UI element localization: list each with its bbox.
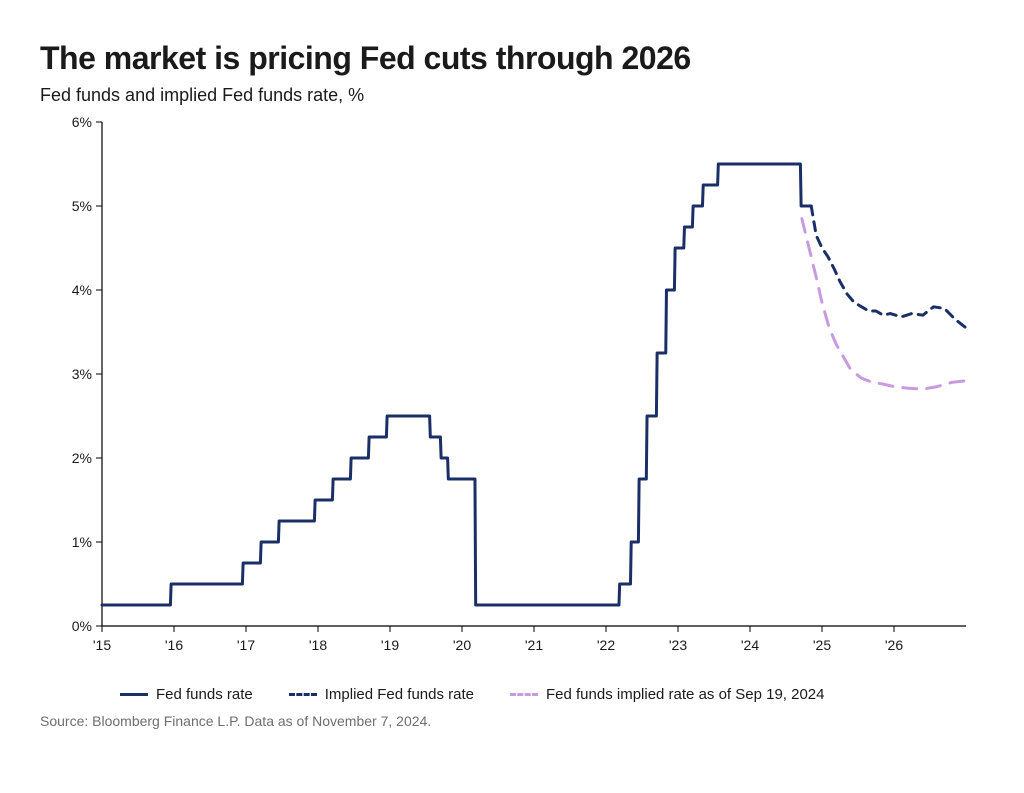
x-tick-label: '16 (165, 637, 183, 653)
source-caption: Source: Bloomberg Finance L.P. Data as o… (40, 713, 984, 729)
y-tick-label: 3% (72, 366, 92, 382)
legend-label: Fed funds implied rate as of Sep 19, 202… (546, 686, 825, 703)
x-tick-label: '17 (237, 637, 255, 653)
legend-label: Fed funds rate (156, 686, 253, 703)
y-tick-label: 1% (72, 534, 92, 550)
series-line (102, 164, 811, 605)
page-container: The market is pricing Fed cuts through 2… (0, 0, 1024, 793)
y-tick-label: 2% (72, 450, 92, 466)
y-tick-label: 5% (72, 198, 92, 214)
legend-swatch (510, 693, 538, 696)
legend-label: Implied Fed funds rate (325, 686, 474, 703)
x-tick-label: '19 (381, 637, 399, 653)
x-tick-label: '18 (309, 637, 327, 653)
legend-swatch (120, 693, 148, 696)
legend-item: Fed funds implied rate as of Sep 19, 202… (510, 686, 825, 703)
chart-legend: Fed funds rate Implied Fed funds rate Fed … (120, 686, 984, 703)
line-chart-svg: 0% 1% 2% 3% 4% 5% 6% '15 '16 '17 '18 '19 '20 '21 '22 '2… (40, 112, 984, 672)
legend-swatch (289, 693, 317, 696)
y-tick-label: 6% (72, 114, 92, 130)
chart-subtitle: Fed funds and implied Fed funds rate, % (40, 85, 984, 106)
y-tick-label: 0% (72, 618, 92, 634)
x-tick-label: '24 (741, 637, 759, 653)
x-tick-label: '22 (597, 637, 615, 653)
x-tick-label: '15 (93, 637, 111, 653)
x-tick-label: '23 (669, 637, 687, 653)
chart-area: 0% 1% 2% 3% 4% 5% 6% '15 '16 '17 '18 '19 '20 '21 '22 '2… (40, 112, 984, 672)
series-line (811, 206, 966, 328)
y-tick-label: 4% (72, 282, 92, 298)
x-tick-label: '20 (453, 637, 471, 653)
series-line (802, 219, 966, 390)
x-tick-label: '26 (885, 637, 903, 653)
x-tick-label: '25 (813, 637, 831, 653)
x-tick-label: '21 (525, 637, 543, 653)
legend-item: Implied Fed funds rate (289, 686, 474, 703)
chart-title: The market is pricing Fed cuts through 2… (40, 40, 984, 77)
legend-item: Fed funds rate (120, 686, 253, 703)
